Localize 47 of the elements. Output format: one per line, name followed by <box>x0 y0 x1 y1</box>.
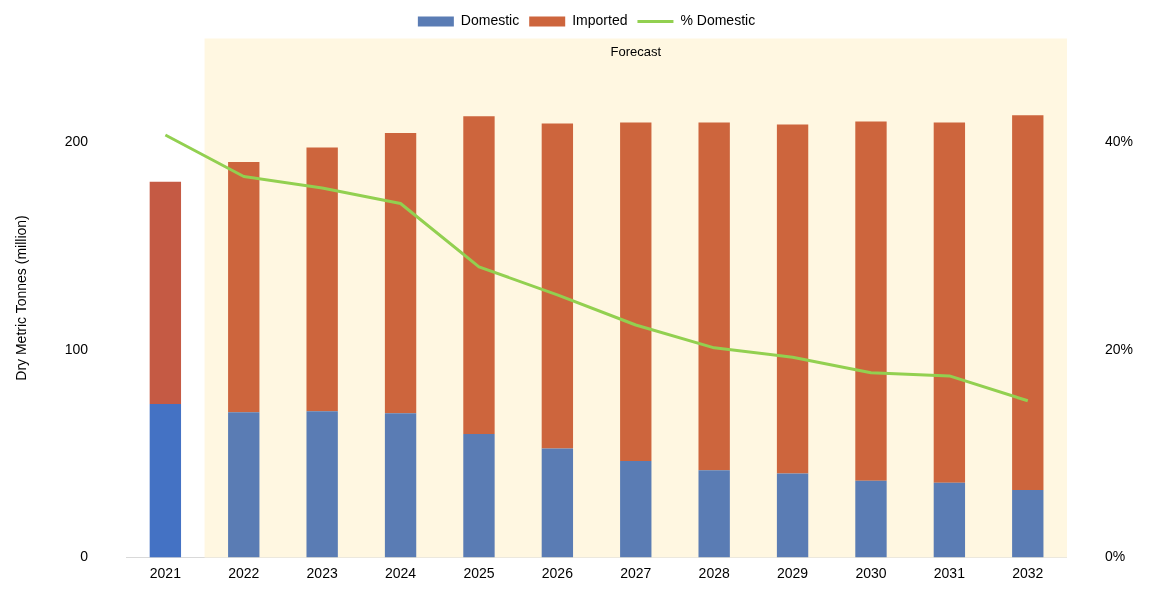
bar <box>1012 115 1044 491</box>
bar <box>698 122 730 471</box>
y2-tick-label: 20% <box>1104 340 1134 357</box>
x-tick-label: 2022 <box>228 564 260 581</box>
bar <box>776 124 809 474</box>
bar <box>933 482 966 558</box>
x-tick-label: 2025 <box>463 564 495 581</box>
bar <box>384 413 417 558</box>
bar <box>463 434 495 558</box>
bar <box>149 403 182 558</box>
bar <box>384 132 417 414</box>
y2-tick-label: 40% <box>1104 133 1134 150</box>
bar <box>855 480 887 558</box>
bar <box>306 411 338 558</box>
bar <box>1012 490 1044 558</box>
y-tick-label: 0 <box>80 548 89 565</box>
x-tick-label: 2027 <box>620 564 652 581</box>
x-tick-label: 2023 <box>306 564 338 581</box>
band-label: Forecast <box>610 44 662 60</box>
bar <box>620 122 652 462</box>
legend-label: % Domestic <box>680 12 756 29</box>
bar <box>228 412 260 558</box>
x-tick-label: 2026 <box>541 564 574 581</box>
bar <box>541 123 574 449</box>
x-tick-label: 2021 <box>149 564 182 581</box>
y-axis-title: Dry Metric Tonnes (million) <box>13 215 30 381</box>
bar <box>933 122 966 483</box>
bar <box>228 161 260 413</box>
x-tick-label: 2032 <box>1012 564 1044 581</box>
bar <box>620 461 652 558</box>
x-tick-label: 2030 <box>855 564 887 581</box>
legend-label: Imported <box>572 12 628 29</box>
y-tick-label: 100 <box>64 340 89 357</box>
bar <box>855 121 887 481</box>
bar <box>306 147 338 412</box>
bar <box>463 116 495 435</box>
legend-label: Domestic <box>460 12 520 29</box>
x-tick-label: 2028 <box>698 564 730 581</box>
y-tick-label: 200 <box>64 133 89 150</box>
y2-tick-label: 0% <box>1104 548 1126 565</box>
x-tick-label: 2029 <box>777 564 809 581</box>
x-tick-label: 2031 <box>933 564 966 581</box>
bar <box>776 473 809 558</box>
bar <box>541 448 574 558</box>
x-tick-label: 2024 <box>384 564 417 581</box>
bar <box>698 470 730 558</box>
bar <box>149 181 182 404</box>
